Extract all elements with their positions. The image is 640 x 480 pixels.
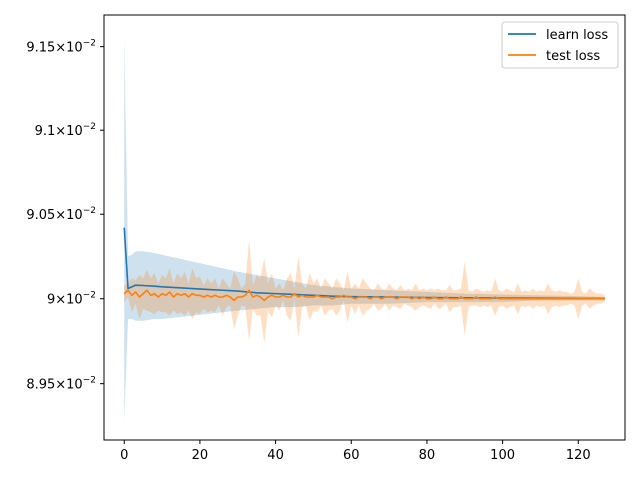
series-lines bbox=[123, 227, 605, 302]
x-tick-label: 120 bbox=[566, 448, 591, 463]
x-axis: 0 20 40 60 80 100 120 bbox=[120, 440, 591, 463]
plot-frame bbox=[103, 14, 626, 441]
test-loss-band bbox=[124, 239, 605, 343]
y-tick-label: 9.15×10−2 bbox=[26, 39, 96, 56]
y-tick-label: 8.95×10−2 bbox=[26, 376, 96, 393]
test-loss-line bbox=[123, 289, 605, 302]
legend-label-learn-loss: learn loss bbox=[546, 28, 608, 43]
y-tick-label: 9×10−2 bbox=[47, 291, 96, 308]
learn-loss-band bbox=[124, 36, 605, 422]
x-tick-label: 100 bbox=[490, 448, 515, 463]
y-tick-label: 9.05×10−2 bbox=[26, 206, 96, 223]
x-tick-label: 80 bbox=[419, 448, 436, 463]
x-tick-label: 60 bbox=[343, 448, 360, 463]
x-tick-label: 40 bbox=[267, 448, 284, 463]
y-tick-label: 9.1×10−2 bbox=[35, 122, 96, 139]
legend-label-test-loss: test loss bbox=[546, 49, 600, 64]
y-axis: 8.95×10−2 9×10−2 9.05×10−2 9.1×10−2 9.15×10−… bbox=[26, 39, 104, 393]
x-tick-label: 0 bbox=[120, 448, 128, 463]
legend: learn loss test loss bbox=[501, 21, 619, 69]
x-tick-label: 20 bbox=[192, 448, 209, 463]
confidence-bands bbox=[124, 36, 605, 422]
